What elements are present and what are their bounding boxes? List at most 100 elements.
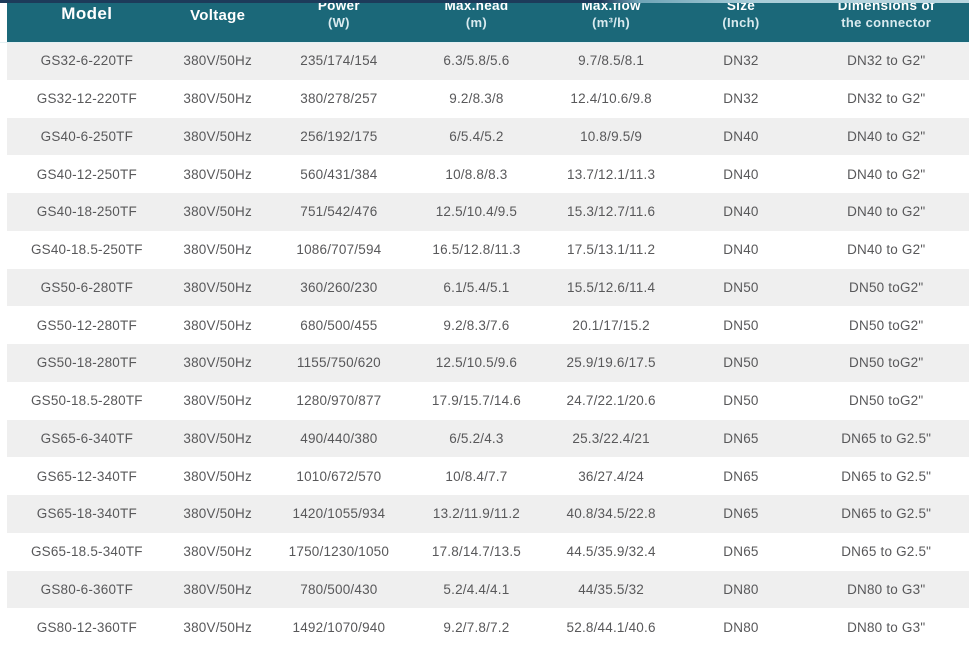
column-header-label: Dimensions of [837, 0, 935, 13]
cell: 9.7/8.5/8.1 [578, 53, 645, 69]
cell: 780/500/430 [300, 581, 378, 597]
cell: 15.5/12.6/11.4 [567, 279, 656, 295]
table-body: GS32-6-220TF 380V/50Hz 235/174/154 6.3/5.8/… [7, 42, 969, 646]
cell: DN80 to G3" [847, 581, 926, 597]
cell: 17.5/13.1/11.2 [567, 242, 656, 258]
cell: 680/500/455 [300, 317, 378, 333]
column-header-label: Max.flow [581, 0, 641, 13]
cell: 12.5/10.5/9.6 [435, 355, 518, 371]
table-row: GS40-6-250TF 380V/50Hz 256/192/175 6/5.4/5.… [7, 117, 969, 156]
cell: DN50 [723, 317, 759, 333]
column-header-unit: (m³/h) [592, 15, 631, 30]
cell: 380V/50Hz [183, 544, 252, 560]
cell: GS40-6-250TF [40, 128, 134, 144]
cell: DN32 [723, 91, 759, 107]
column-header-connector-dimensions: Dimensions of the connector [803, 0, 968, 42]
column-header-label-line2: the connector [841, 15, 932, 30]
cell: 25.9/19.6/17.5 [566, 355, 656, 371]
cell: DN65 to G2.5" [841, 544, 932, 560]
cell: GS50-18.5-280TF [30, 393, 143, 409]
column-header-max-flow: Max.flow (m³/h) [544, 0, 679, 42]
cell: DN32 to G2" [847, 53, 926, 69]
cell: DN50 toG2" [849, 355, 924, 371]
column-header-label: Power [317, 0, 360, 13]
cell: 380V/50Hz [183, 506, 252, 522]
cell: 9.2/8.3/8 [449, 91, 504, 107]
cell: GS32-12-220TF [36, 91, 137, 107]
cell: 5.2/4.4/4.1 [443, 581, 510, 597]
table-row: GS50-12-280TF 380V/50Hz 680/500/455 9.2/8.3… [7, 306, 969, 344]
cell: DN40 to G2" [847, 204, 926, 220]
cell: 1492/1070/940 [292, 619, 386, 635]
cell: 6/5.4/5.2 [449, 128, 504, 144]
cell: 6.3/5.8/5.6 [443, 53, 510, 69]
cell: GS50-12-280TF [36, 317, 137, 333]
cell: 10/8.4/7.7 [445, 468, 508, 484]
table-row: GS65-6-340TF 380V/50Hz 490/440/380 6/5.2/4.… [7, 419, 969, 458]
cell: DN40 [723, 242, 759, 258]
cell: GS65-18.5-340TF [30, 544, 143, 560]
cell: 380V/50Hz [183, 128, 252, 144]
column-header-max-head: Max.head (m) [409, 0, 544, 42]
cell: 52.8/44.1/40.6 [566, 619, 656, 635]
cell: 10/8.8/8.3 [445, 166, 508, 182]
cell: 36/27.4/24 [578, 468, 644, 484]
cell: 9.2/8.3/7.6 [443, 317, 510, 333]
cell: GS40-18-250TF [36, 204, 137, 220]
table-header-row: Model Voltage Power (W) Max.head (m) Max… [7, 0, 969, 42]
table-row: GS50-18-280TF 380V/50Hz 1155/750/620 12.5/1… [7, 344, 969, 382]
cell: 9.2/7.8/7.2 [443, 619, 510, 635]
cell: GS65-18-340TF [36, 506, 137, 522]
cell: DN65 to G2.5" [841, 506, 932, 522]
cell: 13.2/11.9/11.2 [432, 506, 520, 522]
cell: 17.9/15.7/14.6 [431, 393, 521, 409]
table-row: GS65-18.5-340TF 380V/50Hz 1750/1230/1050 17… [7, 532, 969, 571]
cell: DN80 to G3" [847, 619, 926, 635]
cell: 17.8/14.7/13.5 [431, 544, 521, 560]
table-row: GS40-18-250TF 380V/50Hz 751/542/476 12.5/10… [7, 193, 969, 231]
cell: 15.3/12.7/11.6 [567, 204, 656, 220]
cell: 24.7/22.1/20.6 [566, 393, 656, 409]
cell: DN65 [723, 468, 759, 484]
column-header-unit: (W) [327, 15, 350, 30]
cell: DN50 [723, 279, 759, 295]
column-header-label: Voltage [190, 7, 246, 24]
cell: GS32-6-220TF [40, 53, 134, 69]
cell: DN65 to G2.5" [841, 430, 932, 446]
cell: 44.5/35.9/32.4 [566, 544, 656, 560]
cell: 380V/50Hz [183, 430, 252, 446]
table-row: GS40-12-250TF 380V/50Hz 560/431/384 10/8.8/… [7, 155, 969, 193]
cell: 1420/1055/934 [292, 506, 386, 522]
cell: 44/35.5/32 [578, 581, 644, 597]
cell: 380V/50Hz [183, 279, 252, 295]
cell: 256/192/175 [300, 128, 378, 144]
cell: DN80 [723, 619, 759, 635]
cell: 6.1/5.4/5.1 [443, 279, 510, 295]
cell: DN50 toG2" [849, 393, 924, 409]
table-row: GS50-18.5-280TF 380V/50Hz 1280/970/877 17.9… [7, 381, 969, 420]
cell: 40.8/34.5/22.8 [566, 506, 656, 522]
cell: 490/440/380 [300, 430, 378, 446]
cell: 380V/50Hz [183, 581, 252, 597]
column-header-label: Size [726, 0, 756, 13]
table-row: GS80-6-360TF 380V/50Hz 780/500/430 5.2/4.4/… [7, 570, 969, 609]
cell: DN32 to G2" [847, 91, 926, 107]
cell: 25.3/22.4/21 [572, 430, 650, 446]
cell: DN40 [723, 128, 759, 144]
cell: 10.8/9.5/9 [580, 128, 643, 144]
cell: DN40 to G2" [847, 242, 926, 258]
cell: GS50-6-280TF [40, 279, 134, 295]
column-header-power: Power (W) [269, 0, 409, 42]
cell: GS40-12-250TF [36, 166, 137, 182]
cell: 380V/50Hz [183, 355, 252, 371]
cell: 12.4/10.6/9.8 [570, 91, 652, 107]
cell: 380V/50Hz [183, 91, 252, 107]
cell: 380V/50Hz [183, 204, 252, 220]
cell: DN50 toG2" [849, 317, 924, 333]
column-header-unit: (Inch) [722, 15, 760, 30]
cell: 1086/707/594 [296, 242, 382, 258]
cell: DN40 to G2" [847, 128, 926, 144]
cell: 360/260/230 [300, 279, 378, 295]
column-header-size: Size (Inch) [678, 0, 803, 42]
